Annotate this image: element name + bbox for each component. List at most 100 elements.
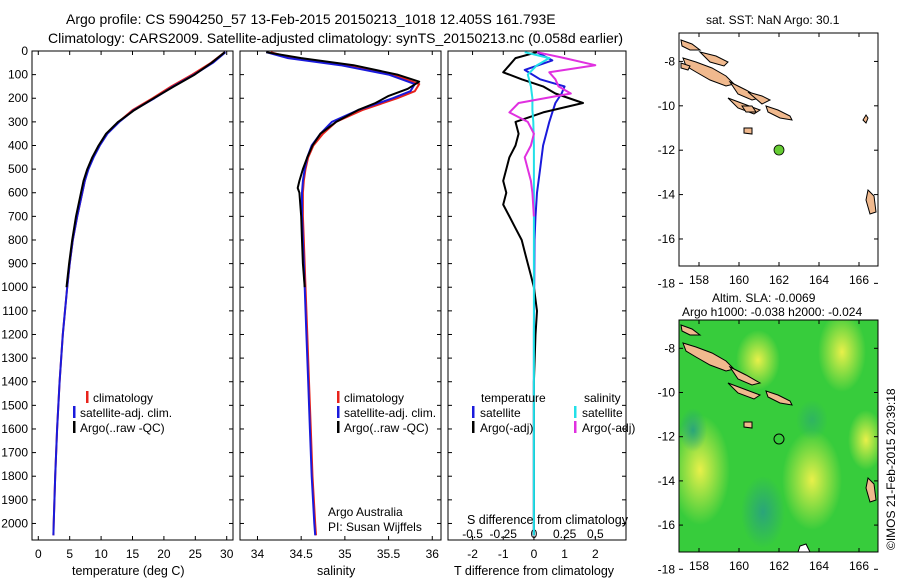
depth-tick-label: 0	[21, 44, 28, 58]
sla-map-title-1: Altim. SLA: -0.0069	[712, 291, 816, 305]
depth-tick-label: 700	[8, 209, 28, 223]
attribution-line-2: PI: Susan Wijffels	[328, 520, 422, 534]
argo-float-marker	[773, 144, 785, 156]
legend-title-salinity: salinity	[584, 391, 621, 405]
credit-text: ©IMOS 21-Feb-2015 20:39:18	[884, 388, 898, 550]
difference-legend: temperature satellite Argo(-adj) salinit…	[472, 391, 635, 435]
depth-tick-label: 1300	[1, 351, 28, 365]
lon-tick-label: 160	[729, 559, 749, 573]
x-tick-label: 2	[592, 547, 599, 561]
x-tick-label: 15	[126, 547, 140, 561]
lon-tick-label: 160	[729, 273, 749, 287]
x-tick-label: 36	[426, 547, 440, 561]
temperature-plot-frame	[31, 50, 234, 541]
series-line-salinity-argo-adj-	[508, 51, 597, 217]
depth-tick-label: 200	[8, 91, 28, 105]
sla-field	[679, 320, 878, 552]
lon-tick-label: 164	[809, 559, 829, 573]
depth-tick-label: 500	[8, 162, 28, 176]
x-tick-label: -1	[498, 547, 509, 561]
depth-tick-label: 1400	[1, 375, 28, 389]
x-tick-label: 0	[35, 547, 42, 561]
depth-tick-label: 1500	[1, 398, 28, 412]
legend-swatch-argo	[337, 421, 340, 433]
difference-xlabel: T difference from climatology	[454, 564, 615, 578]
x-tick-label-top: -0.25	[490, 527, 518, 541]
x-tick-label: 1	[561, 547, 568, 561]
legend-swatch-temp-satellite	[472, 406, 475, 418]
series-line-satellite-adj-clim-	[265, 51, 416, 536]
x-tick-label-top: 0.5	[587, 527, 604, 541]
x-tick-label: 10	[94, 547, 108, 561]
salinity-plot-frame	[239, 50, 442, 541]
lat-tick-label: -16	[658, 232, 676, 246]
series-line-climatology	[270, 51, 421, 536]
sst-map-axes: 158 160 162 164 166 -8 -10 -12 -14 -16 -18	[658, 33, 878, 290]
depth-tick-label: 1200	[1, 327, 28, 341]
lat-tick-label: -10	[658, 386, 676, 400]
depth-tick-label: 2000	[1, 516, 28, 530]
lat-tick-label: -18	[658, 276, 676, 290]
sla-map-title-2: Argo h1000: -0.038 h2000: -0.024	[682, 305, 862, 319]
salinity-legend: climatology satellite-adj. clim. Argo(..…	[328, 391, 436, 534]
x-tick-label: 35	[338, 547, 352, 561]
depth-tick-label: 800	[8, 233, 28, 247]
lat-tick-label: -16	[658, 518, 676, 532]
argo-float-marker	[773, 433, 785, 445]
salinity-xlabel: salinity	[317, 564, 356, 578]
series-line-argo-raw-qc-	[65, 51, 226, 288]
depth-tick-label: 300	[8, 115, 28, 129]
x-tick-label: 25	[189, 547, 203, 561]
lat-tick-label: -8	[664, 54, 675, 68]
series-line-temperature-argo-adj-	[502, 51, 584, 536]
legend-title-temperature: temperature	[481, 391, 546, 405]
sla-map: Altim. SLA: -0.0069 Argo h1000: -0.038 h…	[658, 291, 879, 576]
depth-tick-label: 1900	[1, 493, 28, 507]
series-line-argo-raw-qc-	[266, 51, 421, 288]
lat-tick-label: -18	[658, 562, 676, 576]
x-tick-label-top: 0.25	[553, 527, 577, 541]
series-line-climatology	[52, 51, 226, 536]
depth-axis: 0 100 200 300 400 500 600 700 800 900 1000 1100 1200…	[1, 44, 626, 530]
header-line-1: Argo profile: CS 5904250_57 13-Feb-2015 …	[66, 11, 556, 27]
depth-tick-label: 1800	[1, 469, 28, 483]
x-tick-label-top: -0.5	[462, 527, 483, 541]
legend-swatch-sal-argo	[574, 421, 577, 433]
x-tick-label: 20	[157, 547, 171, 561]
temperature-x-axis: 0 5 10 15 20 25 30	[35, 51, 234, 561]
depth-tick-label: 1700	[1, 446, 28, 460]
difference-x-axis: -2 -1 0 1 2-0.5 -0.25 0 0.25 0.5	[462, 51, 604, 561]
depth-tick-label: 900	[8, 257, 28, 271]
legend-swatch-sal-satellite	[574, 406, 577, 418]
salinity-x-axis: 34 34.5 35 35.5 36	[251, 51, 439, 561]
lon-tick-label: 164	[809, 273, 829, 287]
legend-label: satellite-adj. clim.	[344, 406, 436, 420]
depth-tick-label: 1600	[1, 422, 28, 436]
depth-tick-label: 1100	[2, 304, 28, 318]
lat-tick-label: -12	[658, 143, 676, 157]
depth-tick-label: 400	[8, 138, 28, 152]
x-tick-label: 35.5	[377, 547, 401, 561]
difference-xlabel-top: S difference from climatology	[467, 513, 629, 527]
lat-tick-label: -8	[664, 341, 675, 355]
x-tick-label: 34.5	[289, 547, 313, 561]
lat-tick-label: -12	[658, 430, 676, 444]
lon-tick-label: 158	[689, 273, 709, 287]
legend-label: Argo(-adj)	[480, 421, 533, 435]
legend-swatch-satellite	[337, 406, 340, 418]
legend-label: climatology	[93, 391, 153, 405]
difference-plot-frame	[447, 50, 627, 541]
depth-tick-label: 1000	[1, 280, 28, 294]
legend-swatch-climatology	[337, 391, 340, 403]
legend-label: satellite	[582, 406, 623, 420]
lon-tick-label: 166	[849, 559, 869, 573]
lon-tick-label: 158	[689, 559, 709, 573]
sst-map: sat. SST: NaN Argo: 30.1 158 160 162 164 166…	[658, 13, 879, 290]
legend-label: Argo(-adj)	[582, 421, 635, 435]
salinity-series	[265, 51, 421, 536]
legend-label: Argo(..raw -QC)	[80, 421, 165, 435]
attribution-line-1: Argo Australia	[328, 505, 403, 519]
legend-swatch-satellite	[73, 406, 76, 418]
header-line-2: Climatology: CARS2009. Satellite-adjuste…	[48, 30, 623, 46]
legend-swatch-argo	[73, 421, 76, 433]
